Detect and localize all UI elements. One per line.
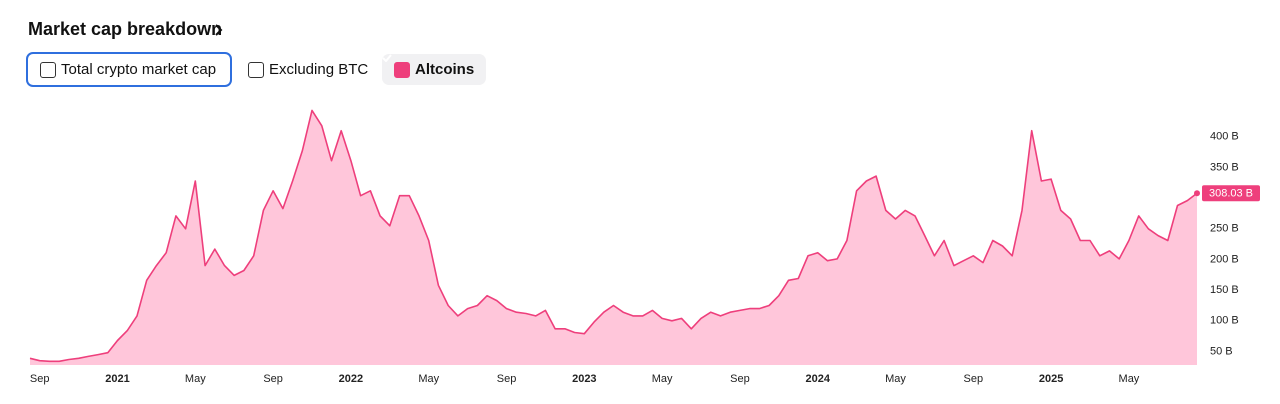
- title[interactable]: Market cap breakdown: [28, 19, 223, 39]
- y-tick-label: 100 B: [1210, 315, 1239, 327]
- last-point: [1194, 190, 1200, 197]
- x-tick-label: 2025: [1039, 373, 1063, 385]
- x-tick-label: May: [885, 373, 906, 385]
- y-tick-label: 150 B: [1210, 284, 1239, 296]
- chevron-icon: [215, 24, 223, 36]
- x-tick-label: 2021: [105, 373, 129, 385]
- x-tick-label: 2022: [339, 373, 363, 385]
- y-tick-label: 400 B: [1210, 131, 1239, 143]
- x-tick-label: May: [1119, 373, 1140, 385]
- y-tick-label: 200 B: [1210, 253, 1239, 265]
- filter-toggle[interactable]: Total crypto market cap: [26, 52, 232, 87]
- value-label: 308.03 B: [1209, 188, 1253, 200]
- checkbox[interactable]: [382, 54, 410, 78]
- x-tick-label: Sep: [30, 373, 50, 385]
- filter-toggle[interactable]: Excluding BTC: [236, 52, 380, 87]
- x-tick-label: May: [418, 373, 439, 385]
- y-tick-label: 50 B: [1210, 345, 1233, 357]
- x-tick-label: Sep: [497, 373, 517, 385]
- filter-label: Excluding BTC: [269, 61, 369, 78]
- filter-toggle[interactable]: Altcoins: [382, 54, 487, 85]
- x-tick-label: May: [185, 373, 206, 385]
- y-tick-label: 350 B: [1210, 161, 1239, 173]
- area: [30, 110, 1197, 366]
- x-tick-label: May: [652, 373, 673, 385]
- x-tick-label: Sep: [730, 373, 750, 385]
- line: [29, 109, 1198, 363]
- y-tick-label: 250 B: [1210, 223, 1239, 235]
- checkbox[interactable]: [40, 61, 56, 78]
- x-tick-label: Sep: [964, 373, 984, 385]
- x-tick-label: 2023: [572, 373, 596, 385]
- check-icon: [382, 54, 392, 62]
- checkbox[interactable]: [248, 61, 264, 78]
- x-tick-label: 2024: [805, 373, 830, 385]
- x-tick-label: Sep: [263, 373, 283, 385]
- value-badge: [1202, 185, 1260, 202]
- filter-label: Altcoins: [415, 61, 475, 78]
- filter-label: Total crypto market cap: [61, 61, 217, 78]
